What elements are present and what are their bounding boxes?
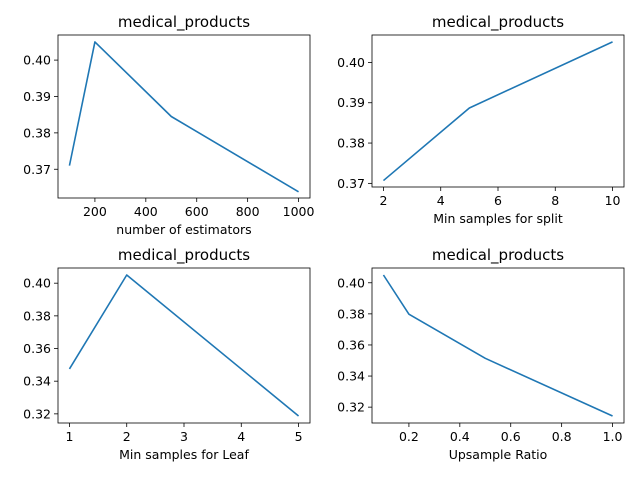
data-line — [68, 274, 300, 417]
y-tick-label: 0.32 — [23, 406, 51, 421]
x-tick-label: 1.0 — [603, 429, 623, 444]
y-tick-label: 0.37 — [23, 162, 51, 177]
x-tick-label: 10 — [605, 193, 621, 208]
subplot-title: medical_products — [432, 246, 564, 265]
y-tick-label: 0.38 — [337, 136, 365, 151]
subplot-4: medical_products 0.2 0.4 0.6 0.8 1.0 0.32 0.34 0… — [337, 246, 625, 462]
x-tick-label: 4 — [437, 193, 445, 208]
subplot-title: medical_products — [118, 13, 250, 32]
y-tick-label: 0.32 — [337, 400, 365, 415]
x-tick-label: 2 — [379, 193, 387, 208]
x-tick-label: 0.8 — [552, 429, 572, 444]
y-tick-label: 0.39 — [23, 89, 51, 104]
subplot-3: medical_products 1 2 3 4 5 0.32 0.34 0.36 0.38 0.4… — [23, 246, 311, 462]
y-tick-label: 0.36 — [337, 337, 365, 352]
x-axis-label: Min samples for split — [433, 211, 563, 226]
subplot-1: medical_products 200 400 600 800 1000 0.37 0.38… — [23, 13, 314, 237]
x-tick-label: 200 — [83, 204, 107, 219]
y-tick-label: 0.34 — [337, 369, 365, 384]
x-tick-label: 0.2 — [399, 429, 419, 444]
x-tick-label: 1000 — [283, 204, 315, 219]
subplot-title: medical_products — [118, 246, 250, 265]
y-tick-label: 0.34 — [23, 374, 51, 389]
data-line — [382, 41, 613, 182]
data-line — [382, 274, 613, 417]
y-tick-label: 0.38 — [23, 308, 51, 323]
axes-frame — [371, 267, 625, 424]
y-tick-label: 0.36 — [23, 341, 51, 356]
x-tick-label: 0.4 — [450, 429, 470, 444]
subplot-2: medical_products 2 4 6 8 10 0.37 0.38 0.39 0.40 Mi… — [337, 13, 625, 226]
y-tick-label: 0.40 — [337, 275, 365, 290]
y-tick-label: 0.40 — [23, 276, 51, 291]
x-tick-label: 6 — [494, 193, 502, 208]
data-line — [68, 41, 299, 193]
x-tick-label: 3 — [180, 429, 188, 444]
y-tick-label: 0.38 — [337, 306, 365, 321]
y-tick-label: 0.40 — [337, 55, 365, 70]
subplot-title: medical_products — [432, 13, 564, 32]
x-tick-label: 800 — [236, 204, 260, 219]
x-axis-label: Upsample Ratio — [449, 447, 548, 462]
x-tick-label: 8 — [551, 193, 559, 208]
x-axis-label: number of estimators — [116, 222, 251, 237]
x-tick-label: 1 — [65, 429, 73, 444]
y-tick-label: 0.40 — [23, 53, 51, 68]
axes-frame — [57, 34, 311, 199]
x-axis-label: Min samples for Leaf — [119, 447, 249, 462]
x-tick-label: 0.6 — [501, 429, 521, 444]
x-tick-label: 400 — [134, 204, 158, 219]
y-tick-label: 0.37 — [337, 176, 365, 191]
x-tick-label: 600 — [185, 204, 209, 219]
x-tick-label: 5 — [295, 429, 303, 444]
y-tick-label: 0.38 — [23, 125, 51, 140]
x-tick-label: 2 — [123, 429, 131, 444]
x-tick-label: 4 — [237, 429, 245, 444]
y-tick-label: 0.39 — [337, 95, 365, 110]
